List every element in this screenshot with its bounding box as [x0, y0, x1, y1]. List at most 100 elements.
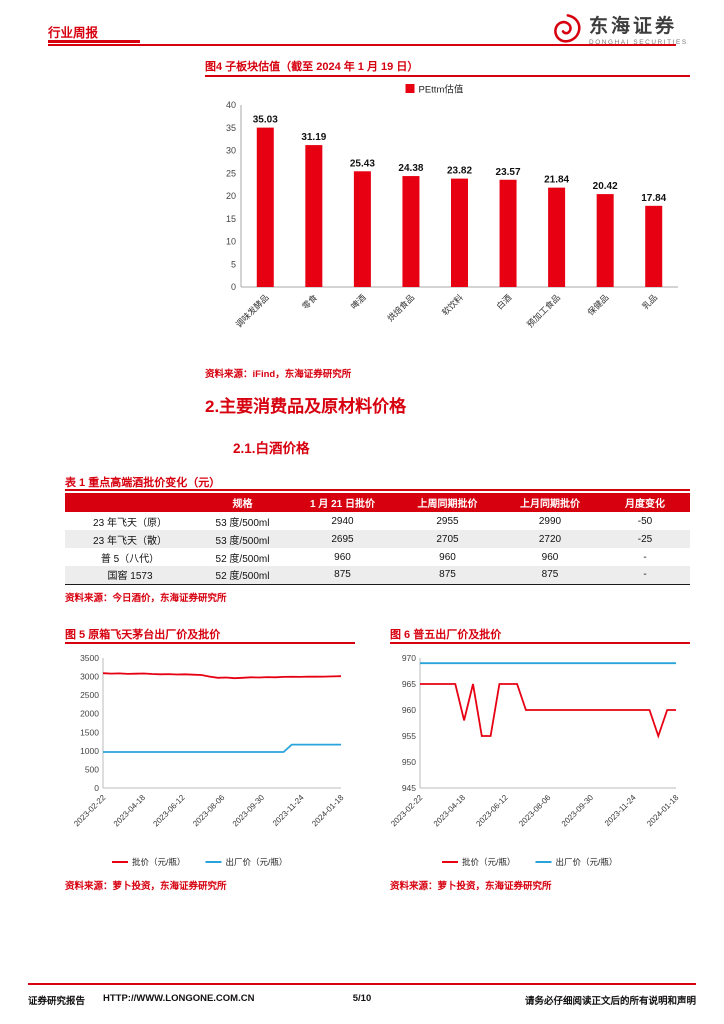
- table-row: 23 年飞天（散） 53 度/500ml 2695 2705 2720 -25: [65, 530, 690, 548]
- svg-text:1000: 1000: [80, 746, 99, 756]
- table-cell: 2955: [436, 515, 459, 527]
- svg-text:965: 965: [402, 679, 416, 689]
- svg-text:35.03: 35.03: [253, 115, 278, 126]
- bar: [499, 179, 517, 287]
- svg-text:23.57: 23.57: [496, 167, 521, 178]
- svg-text:25.43: 25.43: [350, 158, 375, 169]
- svg-text:0: 0: [231, 282, 236, 292]
- table-cell: 875: [439, 569, 456, 581]
- table-row: 普 5（八代） 52 度/500ml 960 960 960 -: [65, 548, 690, 566]
- table-row: 国窖 1573 52 度/500ml 875 875 875 -: [65, 566, 690, 584]
- svg-text:23.82: 23.82: [447, 166, 472, 177]
- svg-text:2500: 2500: [80, 690, 99, 700]
- svg-text:500: 500: [85, 764, 99, 774]
- figure6-title-rule: [390, 642, 690, 644]
- svg-text:2023-06-12: 2023-06-12: [474, 793, 510, 829]
- svg-text:2023-04-18: 2023-04-18: [112, 793, 148, 829]
- table-cell: 52 度/500ml: [215, 553, 270, 565]
- svg-text:10: 10: [226, 237, 236, 247]
- svg-text:21.84: 21.84: [544, 175, 569, 186]
- table-header-cell: 1 月 21 日批价: [290, 493, 395, 512]
- svg-text:啤酒: 啤酒: [349, 292, 368, 311]
- table-header-cell: 上月同期批价: [500, 493, 600, 512]
- svg-text:批价（元/瓶）: 批价（元/瓶）: [462, 857, 515, 867]
- table-cell: 普 5（八代）: [100, 553, 160, 565]
- svg-text:2023-09-30: 2023-09-30: [560, 793, 596, 829]
- table-cell: 53 度/500ml: [215, 517, 270, 529]
- figure6-line-chart: 945 950 955 960 965 970 2023-02-22 2023-04-18 20…: [389, 646, 690, 872]
- table-cell: 2705: [436, 533, 459, 545]
- table1-source: 资料来源：今日酒价，东海证券研究所: [65, 593, 227, 604]
- svg-text:2000: 2000: [80, 709, 99, 719]
- table-cell: 960: [541, 551, 559, 563]
- figure6-source: 资料来源：萝卜投资，东海证券研究所: [390, 881, 552, 892]
- footer-website-url[interactable]: HTTP://WWW.LONGONE.COM.CN: [103, 993, 255, 1004]
- table-cell: 53 度/500ml: [215, 535, 270, 547]
- table-cell: 2940: [331, 515, 354, 527]
- svg-text:PEttm估值: PEttm估值: [419, 84, 464, 96]
- table-cell: -25: [637, 533, 653, 545]
- table-cell: 875: [541, 569, 559, 581]
- svg-text:2023-06-12: 2023-06-12: [151, 793, 187, 829]
- section-heading: 2.主要消费品及原材料价格: [205, 397, 407, 416]
- svg-text:2023-11-24: 2023-11-24: [271, 793, 306, 828]
- svg-text:30: 30: [226, 146, 236, 156]
- svg-text:970: 970: [402, 653, 416, 663]
- figure5-line-chart: 0 500 1000 1500 2000 2500 3000 3500 2023-02-22 20…: [65, 646, 355, 872]
- svg-text:烘焙食品: 烘焙食品: [385, 292, 416, 323]
- svg-text:2023-08-06: 2023-08-06: [191, 793, 227, 829]
- figure5-source: 资料来源：萝卜投资，东海证券研究所: [65, 881, 227, 892]
- svg-text:40: 40: [226, 100, 236, 110]
- figure4-bar-chart: PEttm估值 0 5 10 15 20 25 30 35 40 35.03 调味发酵品 31.19 零食…: [205, 79, 690, 363]
- svg-text:软饮料: 软饮料: [440, 292, 465, 317]
- header-rule: [48, 44, 676, 46]
- svg-text:0: 0: [94, 783, 99, 793]
- svg-text:2023-04-18: 2023-04-18: [432, 793, 468, 829]
- bar: [402, 176, 420, 287]
- svg-text:出厂价（元/瓶）: 出厂价（元/瓶）: [556, 857, 618, 867]
- svg-text:20.42: 20.42: [593, 181, 618, 192]
- svg-text:2023-09-30: 2023-09-30: [231, 793, 267, 829]
- logo-text-en: DONGHAI SECURITIES: [589, 38, 688, 46]
- svg-text:3500: 3500: [80, 653, 99, 663]
- table-header-cell: 上周同期批价: [395, 493, 500, 512]
- table-cell: 23 年飞天（散）: [93, 535, 167, 547]
- svg-text:预加工食品: 预加工食品: [525, 292, 562, 329]
- svg-text:2023-11-24: 2023-11-24: [603, 793, 638, 828]
- table-cell: 国窖 1573: [107, 571, 153, 583]
- report-type-underline: [48, 40, 140, 43]
- svg-text:白酒: 白酒: [494, 292, 513, 311]
- footer-rule: [28, 983, 696, 985]
- svg-text:批价（元/瓶）: 批价（元/瓶）: [132, 857, 185, 867]
- svg-text:乳品: 乳品: [640, 292, 659, 311]
- bar: [548, 187, 566, 287]
- figure4-title-rule: [205, 75, 690, 77]
- svg-text:31.19: 31.19: [301, 132, 326, 143]
- table1-title-rule: [65, 489, 690, 491]
- svg-text:945: 945: [402, 783, 416, 793]
- price-table: 规格 1 月 21 日批价 上周同期批价 上月同期批价 月度变化 23 年飞天（原） 53…: [65, 493, 690, 585]
- svg-text:2024-01-18: 2024-01-18: [645, 793, 681, 829]
- table-header-cell: [65, 493, 195, 512]
- series-line: [103, 743, 341, 753]
- figure5-title-rule: [65, 642, 355, 644]
- table-header-cell: 月度变化: [600, 493, 690, 512]
- footer-disclaimer: 请务必仔细阅读正文后的所有说明和声明: [524, 996, 696, 1007]
- table-cell: 960: [334, 551, 351, 563]
- svg-text:2024-01-18: 2024-01-18: [310, 793, 346, 829]
- bar-chart-svg: PEttm估值 0 5 10 15 20 25 30 35 40 35.03 调味发酵品 31.19 零食…: [226, 84, 678, 329]
- table-cell: -: [643, 551, 647, 563]
- svg-text:5: 5: [231, 259, 236, 269]
- table-cell: 23 年飞天（原）: [93, 517, 167, 529]
- subsection-heading: 2.1.白酒价格: [233, 441, 310, 456]
- svg-text:2023-02-22: 2023-02-22: [390, 793, 425, 829]
- logo-text-cn: 东海证券: [589, 16, 678, 38]
- svg-text:调味发酵品: 调味发酵品: [234, 292, 271, 329]
- svg-text:17.84: 17.84: [641, 193, 666, 204]
- table1-title: 表 1 重点高端酒批价变化（元）: [65, 477, 221, 489]
- svg-text:24.38: 24.38: [398, 163, 423, 174]
- table-cell: 960: [439, 551, 456, 563]
